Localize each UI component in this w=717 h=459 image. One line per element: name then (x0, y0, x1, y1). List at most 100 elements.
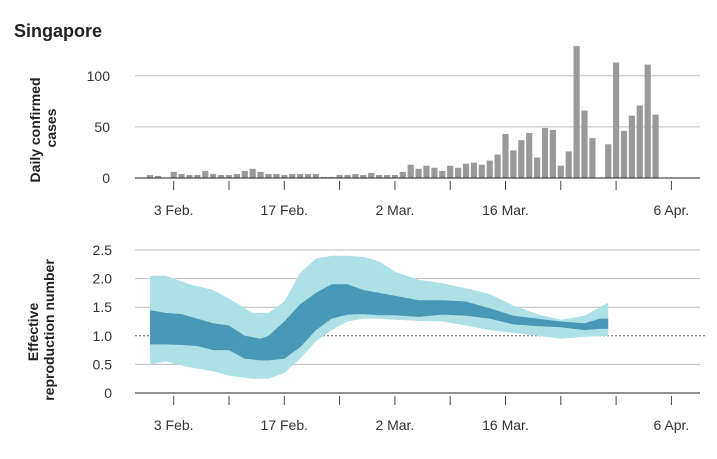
cases-bar (273, 173, 280, 178)
cases-bar (526, 133, 533, 178)
cases-bar (541, 127, 549, 178)
cases-y-tick-label: 50 (94, 119, 110, 135)
cases-bar (518, 140, 525, 178)
rt-band-inner-interval (150, 284, 609, 361)
cases-x-tick-label: 16 Mar. (482, 202, 529, 218)
cases-bar (534, 157, 541, 178)
rt-ylabel-line1: Effective (25, 303, 41, 362)
cases-bar (423, 165, 430, 178)
cases-bar (344, 174, 351, 178)
cases-bar (376, 174, 383, 178)
cases-bar (186, 174, 193, 178)
cases-y-tick-label: 0 (102, 170, 110, 186)
cases-bar (241, 170, 248, 178)
cases-bar (202, 170, 209, 178)
rt-bands (150, 255, 609, 379)
cases-bar (312, 173, 319, 178)
cases-bar (470, 162, 477, 178)
rt-y-tick-label: 1.5 (93, 299, 113, 315)
rt-x-tick-label: 2 Mar. (375, 417, 414, 433)
cases-bar (605, 144, 612, 178)
cases-bar (170, 171, 177, 178)
cases-bar (218, 174, 225, 178)
cases-bar (328, 176, 335, 178)
cases-bar (565, 151, 572, 178)
rt-y-tick-label: 0 (104, 385, 112, 401)
cases-bar (257, 171, 264, 178)
cases-bar (225, 174, 233, 178)
cases-bar (557, 165, 564, 178)
cases-bar (194, 174, 201, 178)
cases-bar (652, 114, 659, 178)
cases-y-ticks: 0 50 100 (87, 68, 111, 186)
cases-bar (383, 174, 391, 178)
cases-bar (589, 138, 596, 178)
cases-gridlines (135, 75, 700, 128)
cases-bar (233, 173, 240, 178)
chart-title: Singapore (14, 21, 102, 41)
cases-ylabel-line2: cases (43, 108, 59, 147)
rt-ylabel: Effective reproduction number (25, 259, 57, 401)
cases-bar (502, 134, 509, 178)
rt-y-tick-label: 2.5 (93, 242, 113, 258)
cases-bar (549, 129, 556, 178)
rt-ylabel-line2: reproduction number (41, 259, 57, 401)
daily-cases-panel: Daily confirmed cases 0 50 100 3 Feb. 17 Fe… (27, 46, 700, 218)
cases-bar (210, 173, 217, 178)
cases-x-axis: 3 Feb. 17 Feb. 2 Mar. 16 Mar. 6 Apr. (135, 177, 700, 218)
cases-bar (415, 168, 422, 178)
cases-bar (620, 130, 628, 178)
cases-bar (486, 160, 493, 178)
cases-bar (636, 105, 643, 178)
cases-x-tick-label: 6 Apr. (653, 202, 689, 218)
cases-bar (320, 176, 327, 178)
cases-bar (462, 163, 470, 178)
cases-bar (455, 167, 462, 178)
cases-ylabel: Daily confirmed cases (27, 74, 59, 183)
cases-bar (439, 170, 446, 178)
cases-bar (573, 46, 580, 179)
rt-y-tick-label: 0.5 (93, 356, 113, 372)
rt-x-axis: 3 Feb. 17 Feb. 2 Mar. 16 Mar. 6 Apr. (135, 392, 700, 433)
cases-bar (628, 115, 635, 178)
rt-x-tick-label: 6 Apr. (653, 417, 689, 433)
cases-bar (510, 150, 517, 178)
cases-ylabel-line1: Daily confirmed (27, 77, 43, 182)
cases-y-tick-label: 100 (87, 68, 111, 84)
rt-x-tick-label: 16 Mar. (482, 417, 529, 433)
cases-bar (336, 174, 343, 178)
rt-x-tick-label: 3 Feb. (154, 417, 194, 433)
cases-bar (407, 164, 414, 178)
cases-bar (613, 62, 620, 178)
cases-bar (146, 174, 154, 178)
cases-bar (360, 174, 367, 178)
cases-bar (644, 64, 651, 178)
cases-bar (154, 175, 161, 178)
rt-y-tick-label: 1.0 (93, 328, 113, 344)
cases-x-tick-label: 3 Feb. (154, 202, 194, 218)
rt-y-tick-label: 2.0 (93, 271, 113, 287)
cases-bar (581, 110, 588, 178)
cases-bar (265, 173, 272, 178)
cases-bar (494, 154, 501, 178)
cases-bar (304, 173, 312, 178)
cases-bar (281, 174, 288, 178)
cases-bar (368, 172, 375, 178)
cases-bar (352, 173, 359, 178)
cases-bar (431, 167, 438, 178)
cases-bars (146, 46, 659, 179)
cases-bar (478, 164, 485, 178)
cases-bar (249, 168, 256, 178)
rt-x-tick-label: 17 Feb. (261, 417, 308, 433)
cases-bar (447, 165, 454, 178)
cases-bar (391, 174, 398, 178)
rt-band-outer-interval (150, 255, 609, 379)
cases-bar (399, 171, 406, 178)
cases-x-tick-label: 2 Mar. (375, 202, 414, 218)
cases-x-tick-label: 17 Feb. (261, 202, 308, 218)
cases-bar (178, 173, 185, 178)
cases-bar (297, 173, 304, 178)
cases-bar (289, 173, 296, 178)
rt-y-ticks: 0 0.5 1.0 1.5 2.0 2.5 (93, 242, 113, 401)
